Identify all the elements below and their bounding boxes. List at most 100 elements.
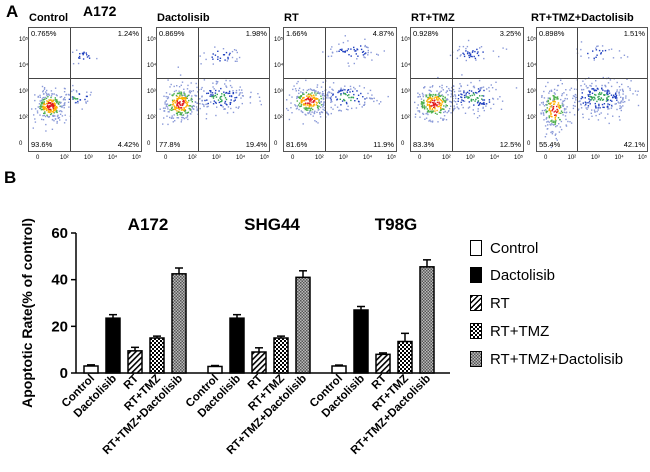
quadrant-ll-percent: 77.8% [159, 140, 181, 149]
flow-x-tick: 10⁴ [236, 155, 246, 161]
flow-x-tick: 10³ [84, 155, 93, 161]
bar [171, 273, 187, 374]
quadrant-lr-percent: 19.4% [245, 140, 267, 149]
flow-x-tick: 0 [291, 155, 295, 161]
flow-y-tick: 10⁵ [19, 37, 29, 43]
flow-x-tick: 0 [418, 155, 422, 161]
panel-a-letter: A [6, 2, 19, 21]
flow-scatter-points [286, 35, 389, 125]
quadrant-ul-percent: 1.66% [286, 29, 308, 38]
flow-y-tick: 0 [147, 141, 151, 147]
flow-y-tick: 10⁴ [19, 63, 29, 69]
flow-scatter-points [159, 46, 262, 126]
bar [251, 351, 267, 374]
flow-plot-4: 0.928% 3.25% 83.3% 12.5% [410, 27, 524, 152]
y-tick-label: 40 [51, 272, 68, 289]
bar [149, 337, 165, 374]
flow-y-tick: 10⁵ [147, 37, 157, 43]
panel-b-letter: B [4, 168, 17, 187]
quadrant-gate-vertical [452, 28, 453, 151]
group-title: T98G [375, 215, 418, 234]
flow-x-tick: 0 [544, 155, 548, 161]
bar [397, 340, 413, 374]
y-axis-title: Apoptotic Rate(% of control) [19, 218, 35, 408]
flow-y-tick: 10² [274, 115, 283, 121]
legend-item: RT [470, 293, 510, 313]
flow-y-tick: 10⁴ [527, 63, 537, 69]
bar [295, 276, 311, 374]
flow-y-tick: 10² [401, 115, 410, 121]
flow-x-tick: 10⁴ [363, 155, 373, 161]
quadrant-ur-percent: 4.87% [372, 29, 394, 38]
flow-y-tick: 0 [401, 141, 405, 147]
flow-y-tick: 0 [274, 141, 278, 147]
bar [419, 266, 435, 374]
quadrant-ll-percent: 83.3% [413, 140, 435, 149]
flow-y-tick: 10³ [147, 89, 156, 95]
flow-y-tick: 10³ [401, 89, 410, 95]
legend-swatch [470, 351, 482, 367]
quadrant-gate-horizontal [537, 78, 647, 79]
flow-x-tick: 10³ [591, 155, 600, 161]
quadrant-ur-percent: 1.51% [623, 29, 645, 38]
quadrant-lr-percent: 42.1% [623, 140, 645, 149]
flow-plot-1: 0.765% 1.24% 93.6% 4.42% [28, 27, 142, 152]
flow-x-tick: 10² [60, 155, 69, 161]
quadrant-lr-percent: 12.5% [499, 140, 521, 149]
flow-x-tick: 10² [442, 155, 451, 161]
quadrant-ll-percent: 93.6% [31, 140, 53, 149]
flow-y-tick: 10⁵ [527, 37, 537, 43]
bar [207, 365, 223, 374]
quadrant-lr-percent: 4.42% [117, 140, 139, 149]
flow-x-tick: 10⁴ [490, 155, 500, 161]
flow-y-tick: 10³ [274, 89, 283, 95]
flow-y-tick: 10⁴ [401, 63, 411, 69]
quadrant-ul-percent: 0.765% [31, 29, 57, 38]
quadrant-ul-percent: 0.898% [539, 29, 565, 38]
legend-swatch [470, 267, 482, 283]
bar [127, 350, 143, 374]
flow-y-tick: 10⁵ [274, 37, 284, 43]
flow-y-tick: 10³ [19, 89, 28, 95]
flow-plot-5: 0.898% 1.51% 55.4% 42.1% [536, 27, 648, 152]
flow-plot-title: Dactolisib [157, 12, 210, 24]
quadrant-ll-percent: 81.6% [286, 140, 308, 149]
flow-x-tick: 10² [567, 155, 577, 161]
flow-x-tick: 10³ [466, 155, 475, 161]
quadrant-gate-vertical [198, 28, 199, 151]
flow-x-tick: 10⁵ [514, 155, 524, 161]
quadrant-ur-percent: 1.24% [117, 29, 139, 38]
group-title: A172 [128, 215, 169, 234]
flow-plot-title: RT+TMZ [411, 12, 455, 24]
legend-label: Dactolisib [490, 266, 556, 284]
panel-a-cell-line: A172 [83, 3, 117, 19]
flow-plot-3: 1.66% 4.87% 81.6% 11.9% [283, 27, 397, 152]
flow-x-tick: 0 [164, 155, 168, 161]
legend-label: Control [490, 239, 539, 257]
flow-x-tick: 0 [36, 155, 40, 161]
quadrant-ul-percent: 0.869% [159, 29, 185, 38]
group-title: SHG44 [244, 215, 300, 234]
quadrant-ur-percent: 3.25% [499, 29, 521, 38]
flow-x-tick: 10⁵ [132, 155, 142, 161]
quadrant-gate-horizontal [29, 78, 141, 79]
flow-x-tick: 10⁵ [260, 155, 270, 161]
flow-x-tick: 10⁵ [638, 155, 648, 161]
legend-item: Dactolisib [470, 265, 555, 285]
flow-x-tick: 10³ [339, 155, 348, 161]
flow-y-tick: 0 [527, 141, 531, 147]
flow-y-tick: 10⁵ [401, 37, 411, 43]
legend-label: RT+TMZ+Dactolisib [490, 350, 624, 368]
flow-y-tick: 10⁴ [274, 63, 284, 69]
legend-swatch [470, 240, 482, 256]
flow-x-tick: 10³ [212, 155, 221, 161]
flow-plot-title: Control [29, 12, 69, 24]
quadrant-ll-percent: 55.4% [539, 140, 561, 149]
legend-label: RT [490, 294, 510, 312]
bar [105, 317, 121, 374]
flow-y-tick: 10² [19, 115, 28, 121]
bar [273, 337, 289, 374]
flow-scatter-points [414, 39, 518, 123]
flow-plot-title: RT+TMZ+Dactolisib [531, 12, 634, 24]
